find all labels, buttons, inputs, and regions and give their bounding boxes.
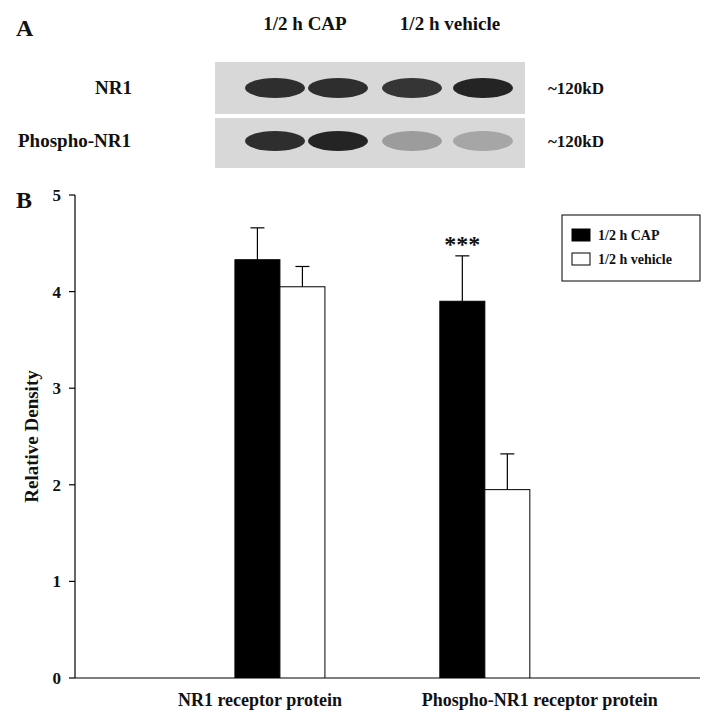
y-tick-label: 1 [53, 572, 62, 591]
error-stem [462, 256, 463, 301]
y-axis [74, 195, 75, 678]
row-label: NR1 [95, 77, 132, 98]
bar [280, 287, 325, 678]
band [382, 78, 442, 98]
error-stem [257, 228, 258, 260]
y-tick-label: 0 [53, 669, 62, 688]
band [245, 131, 305, 151]
category-label: Phospho-NR1 receptor protein [422, 690, 658, 710]
bar [440, 301, 485, 678]
error-bar [250, 228, 264, 260]
bar [485, 490, 530, 678]
error-bars [250, 228, 514, 490]
category-label: NR1 receptor protein [178, 690, 342, 710]
y-tick [69, 194, 75, 195]
blot-strip [215, 118, 525, 168]
legend-box [562, 215, 700, 281]
y-axis-label: Relative Density [21, 370, 42, 503]
y-tick-label: 5 [53, 186, 62, 205]
size-label: ~120kD [548, 132, 604, 151]
y-tick [69, 484, 75, 485]
blot-strip [215, 62, 525, 114]
y-tick-label: 4 [53, 283, 62, 302]
band [245, 78, 305, 98]
band [453, 78, 513, 98]
x-axis [75, 677, 700, 678]
lane-label: 1/2 h vehicle [400, 13, 500, 34]
row-label: Phospho-NR1 [18, 130, 131, 151]
y-tick-label: 2 [53, 476, 62, 495]
legend-swatch [572, 229, 590, 241]
panel-label: B [16, 187, 32, 213]
y-tick [69, 581, 75, 582]
error-bar [455, 256, 469, 301]
error-bar [295, 266, 309, 286]
legend-label: 1/2 h CAP [598, 228, 660, 243]
error-bar [500, 454, 514, 490]
annotation: *** [444, 231, 480, 257]
band [308, 78, 368, 98]
panel-label: A [16, 15, 34, 41]
error-cap [500, 453, 514, 454]
lane-label: 1/2 h CAP [263, 13, 347, 34]
error-cap [295, 266, 309, 267]
error-cap [250, 227, 264, 228]
band [308, 131, 368, 151]
band [382, 131, 442, 151]
bars [235, 260, 530, 678]
y-tick [69, 291, 75, 292]
error-stem [302, 266, 303, 286]
error-stem [507, 454, 508, 490]
bar [235, 260, 280, 678]
y-tick [69, 388, 75, 389]
figure: A 1/2 h CAP 1/2 h vehicle NR1 ~120kD Phospho-… [0, 0, 715, 719]
size-label: ~120kD [548, 79, 604, 98]
legend-swatch [572, 253, 590, 265]
legend-label: 1/2 h vehicle [598, 252, 672, 267]
y-tick-label: 3 [53, 379, 62, 398]
y-tick [69, 677, 75, 678]
band [453, 131, 513, 151]
